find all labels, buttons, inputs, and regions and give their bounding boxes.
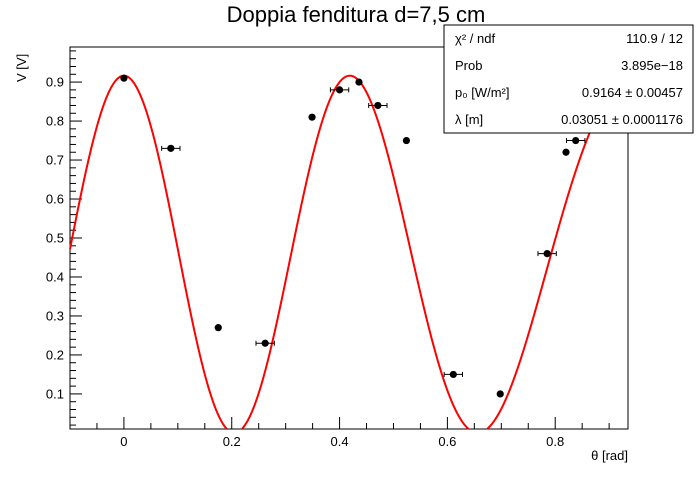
data-marker [562,148,570,156]
data-point [161,144,181,152]
y-tick-label: 0.7 [46,153,64,168]
data-marker [355,78,363,86]
y-tick-label: 0.6 [46,192,64,207]
data-point [329,86,350,94]
y-axis-title: V [V] [14,54,29,82]
stats-label: p₀ [W/m²] [455,85,510,100]
data-point [214,324,222,332]
data-marker [449,370,457,379]
data-point [566,136,586,145]
data-point [562,148,570,156]
data-point [443,370,463,379]
data-point [368,101,388,110]
data-marker [308,113,316,121]
data-point [537,249,557,258]
data-point [402,136,411,145]
stats-value: 0.03051 ± 0.0001176 [561,112,683,127]
data-marker [402,136,411,145]
data-marker [496,390,504,398]
stats-value: 3.895e−18 [621,58,683,73]
data-marker [214,324,222,332]
data-point [308,113,316,121]
data-marker [167,144,175,152]
data-marker [120,74,128,82]
y-tick-label: 0.4 [46,269,64,284]
data-point [255,339,275,347]
y-tick-label: 0.9 [46,75,64,90]
data-marker [335,86,344,94]
stats-box: χ² / ndf 110.9 / 12 Prob 3.895e−18 p₀ [W/m²]… [443,24,694,134]
y-tick-label: 0.8 [46,114,64,129]
y-tick-label: 0.2 [46,347,64,362]
stats-label: χ² / ndf [455,31,495,46]
fit-curve [241,74,470,430]
fit-curve [69,74,228,430]
stats-box-frame [443,24,694,134]
y-tick-label: 0.3 [46,308,64,323]
data-marker [572,136,580,145]
data-marker [543,249,551,258]
y-tick-label: 0.1 [46,386,64,401]
x-tick-label: 0.8 [546,434,564,449]
stats-label: Prob [455,58,482,73]
data-marker [374,101,382,110]
chart-title: Doppia fenditura d=7,5 cm [227,2,486,27]
x-tick-label: 0.4 [331,434,349,449]
x-tick-label: 0.6 [438,434,456,449]
data-point [496,390,504,398]
x-tick-label: 0.2 [223,434,241,449]
data-marker [261,339,269,347]
stats-value: 0.9164 ± 0.00457 [582,85,683,100]
data-point [120,74,128,82]
x-tick-label: 0 [120,434,127,449]
data-point [355,78,363,86]
stats-label: λ [m] [455,112,483,127]
x-axis-title: θ [rad] [591,448,628,463]
y-tick-label: 0.5 [46,231,64,246]
stats-value: 110.9 / 12 [626,31,683,46]
